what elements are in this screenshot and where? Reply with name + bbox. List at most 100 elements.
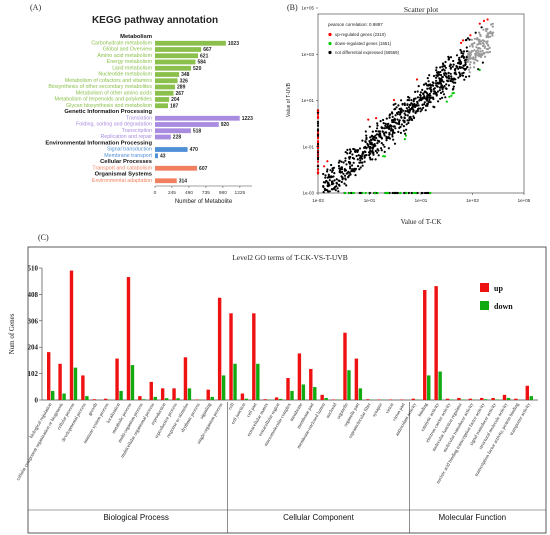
go-y-tick-label: 408 — [28, 291, 39, 299]
scatter-point — [398, 123, 401, 126]
panel-b-tag: (B) — [287, 3, 298, 12]
scatter-point — [403, 138, 406, 141]
scatter-point — [316, 109, 320, 113]
scatter-point — [344, 157, 347, 160]
kegg-bar — [155, 134, 171, 140]
scatter-point — [367, 145, 370, 148]
scatter-point — [468, 75, 471, 78]
scatter-point — [481, 61, 484, 64]
scatter-point — [408, 109, 412, 112]
scatter-x-tick-label: 1e+03 — [466, 198, 479, 203]
go-bar-up — [195, 399, 199, 400]
kegg-category-label: Energy metabolism — [107, 59, 153, 65]
kegg-x-tick-label: 980 — [219, 190, 227, 196]
scatter-point — [468, 54, 471, 57]
scatter-point — [377, 154, 380, 157]
scatter-point — [337, 161, 340, 164]
scatter-point — [483, 45, 486, 48]
go-bar-down — [484, 399, 488, 400]
scatter-point — [331, 170, 334, 173]
scatter-point — [452, 85, 455, 88]
go-bar-up — [525, 385, 530, 400]
scatter-point — [403, 102, 406, 105]
scatter-point — [393, 142, 397, 145]
scatter-point — [468, 63, 472, 66]
kegg-bar — [155, 53, 199, 59]
scatter-point — [457, 67, 460, 70]
scatter-point — [453, 71, 456, 74]
scatter-point — [376, 139, 379, 142]
scatter-point — [469, 34, 472, 37]
scatter-point — [435, 66, 438, 69]
scatter-point — [462, 71, 465, 74]
kegg-category-label: Environmental adaptation — [92, 178, 152, 184]
kegg-value-label: 267 — [175, 91, 184, 97]
scatter-point — [476, 43, 479, 46]
scatter-point — [398, 107, 401, 111]
scatter-point — [326, 176, 329, 179]
scatter-point — [383, 127, 386, 130]
scatter-point — [326, 170, 329, 173]
kegg-bar — [155, 122, 219, 127]
scatter-point — [456, 62, 460, 65]
scatter-point — [474, 50, 478, 53]
scatter-point — [349, 161, 352, 164]
go-bar-up — [434, 286, 438, 400]
scatter-point — [441, 75, 444, 79]
scatter-point — [485, 51, 488, 54]
go-category-label: binding — [418, 402, 430, 418]
go-y-axis-label: Num of Genes — [8, 313, 16, 354]
scatter-point — [316, 165, 320, 168]
scatter-point — [426, 77, 429, 80]
scatter-point — [415, 103, 418, 106]
kegg-value-label: 920 — [221, 122, 230, 128]
scatter-point — [426, 84, 429, 87]
scatter-point — [382, 118, 385, 122]
kegg-category-label: Replication and repair — [100, 134, 152, 140]
scatter-point — [461, 39, 465, 42]
scatter-point — [386, 137, 389, 140]
scatter-point — [316, 120, 320, 123]
scatter-point — [477, 68, 480, 71]
kegg-pathway-chart: KEGG pathway annotation MetabolismCarbohy… — [45, 15, 253, 205]
go-bar-down — [210, 396, 214, 400]
scatter-point — [378, 130, 381, 133]
scatter-point — [386, 123, 389, 126]
go-category-label: virion — [385, 402, 395, 415]
scatter-x-tick-label: 1e+05 — [518, 198, 531, 203]
scatter-point — [465, 38, 468, 42]
scatter-point — [404, 132, 407, 135]
scatter-point — [432, 88, 435, 91]
scatter-y-tick-label: 1e-01 — [302, 144, 314, 149]
scatter-point — [410, 117, 413, 120]
scatter-point — [316, 156, 320, 159]
scatter-point — [447, 84, 450, 87]
kegg-bar — [155, 65, 192, 71]
scatter-point — [435, 79, 438, 82]
scatter-point — [357, 154, 360, 157]
scatter-point — [380, 147, 383, 150]
scatter-point — [373, 191, 376, 195]
scatter-point — [468, 71, 471, 74]
go-bar-up — [69, 270, 74, 400]
scatter-point — [316, 158, 320, 161]
scatter-point — [392, 120, 395, 124]
scatter-point — [440, 79, 444, 82]
scatter-point — [455, 54, 459, 57]
scatter-point — [391, 191, 394, 195]
go-bar-down — [164, 398, 169, 400]
scatter-point — [403, 116, 406, 119]
go-y-tick-label: 204 — [28, 344, 39, 352]
scatter-point — [427, 80, 430, 83]
kegg-value-label: 348 — [181, 72, 190, 78]
scatter-point — [366, 142, 369, 145]
scatter-point — [393, 131, 396, 134]
scatter-point — [334, 189, 337, 192]
go-bar-up — [411, 398, 416, 400]
scatter-point — [410, 102, 413, 105]
scatter-legend-label: up-regulated genes (2310) — [335, 32, 386, 37]
go-category-label: cell — [228, 402, 236, 411]
scatter-point — [343, 182, 346, 185]
go-legend-swatch — [480, 301, 489, 310]
scatter-point — [466, 60, 470, 63]
